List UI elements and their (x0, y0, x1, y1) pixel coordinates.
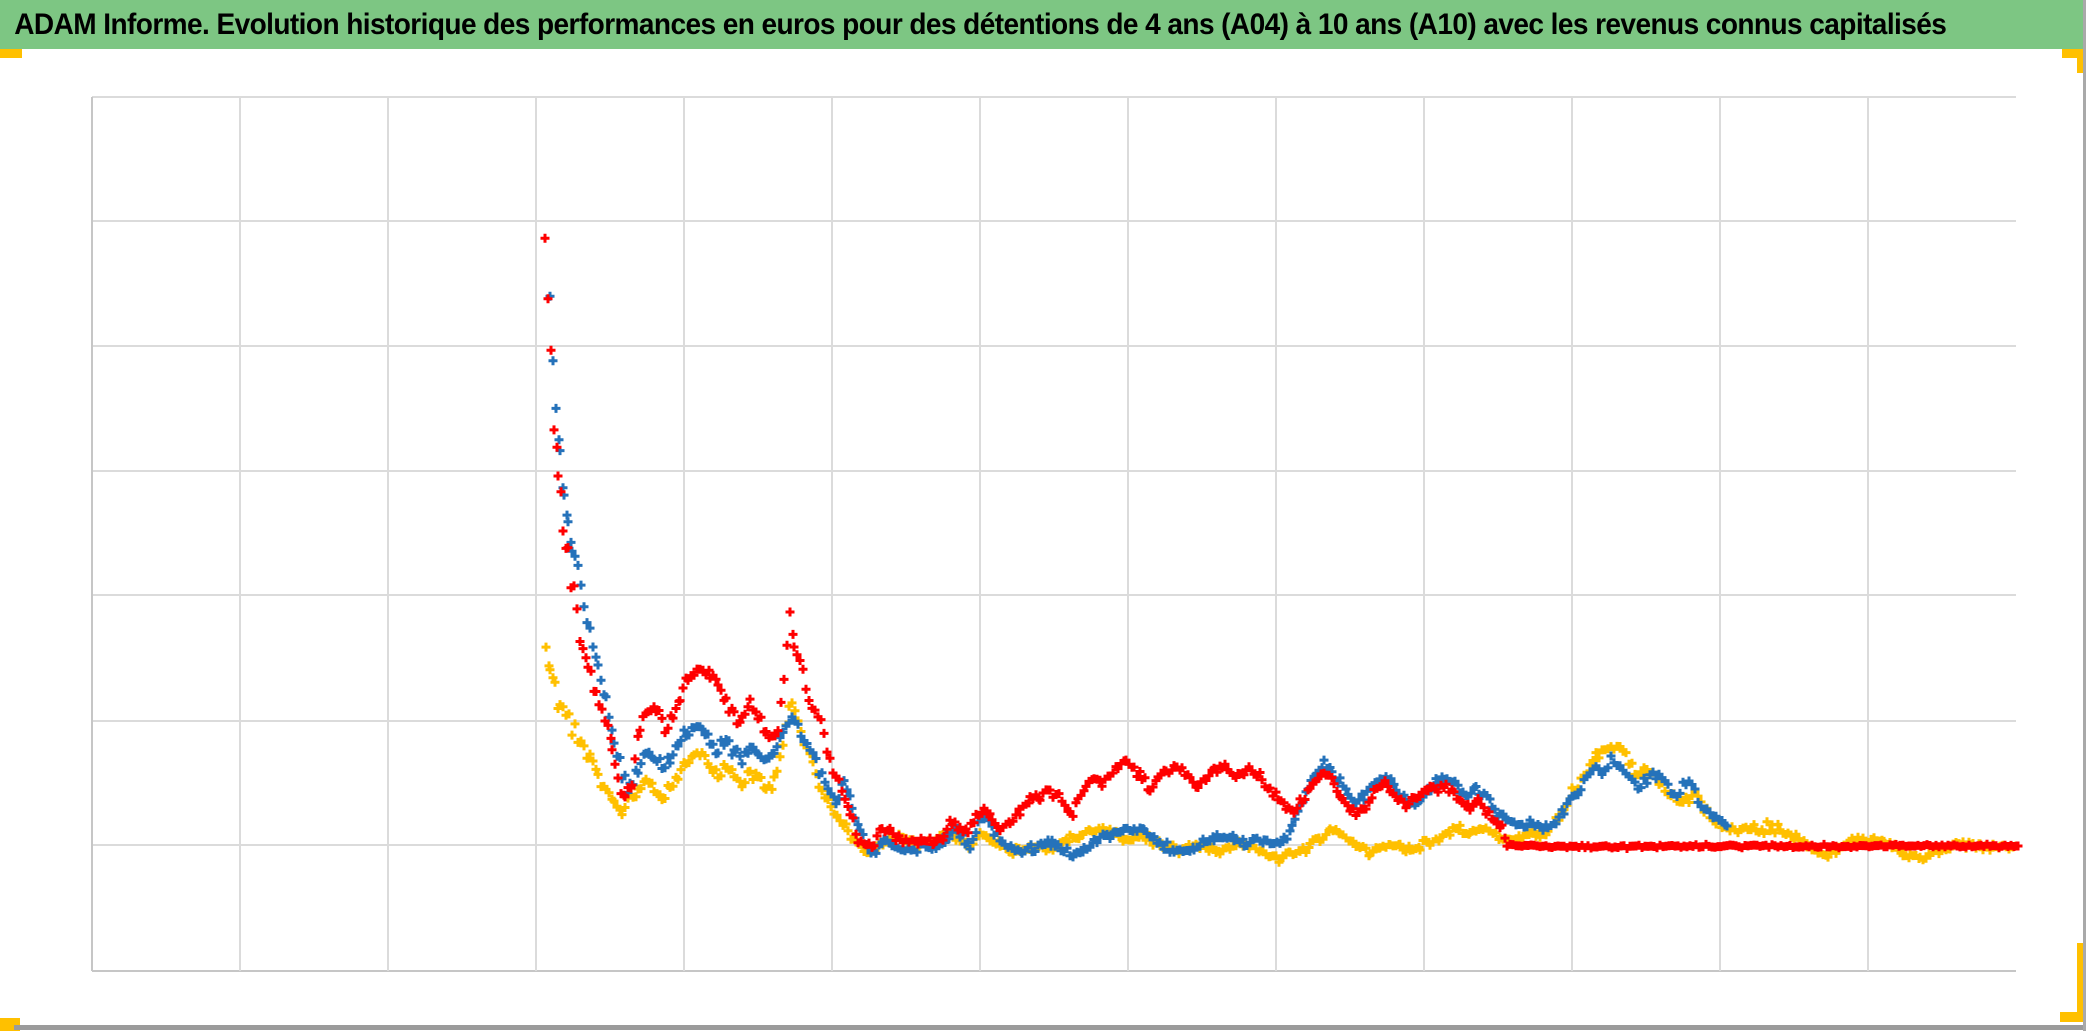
page-title: ADAM Informe. Evolution historique des p… (14, 8, 1947, 41)
series-red[interactable] (540, 233, 2023, 853)
series-blue[interactable] (545, 291, 1732, 862)
right-border-line (2083, 0, 2086, 1031)
title-bar: ADAM Informe. Evolution historique des p… (0, 0, 2086, 49)
series-yellow[interactable] (541, 642, 2021, 867)
accent-top-right-v (2077, 49, 2086, 73)
accent-bottom-right-v (2077, 943, 2086, 1022)
accent-top-left-bar (0, 49, 22, 58)
accent-top-right-h (2062, 49, 2086, 58)
bottom-border-line (14, 1025, 2086, 1030)
accent-bottom-right-foot (2060, 1012, 2086, 1022)
